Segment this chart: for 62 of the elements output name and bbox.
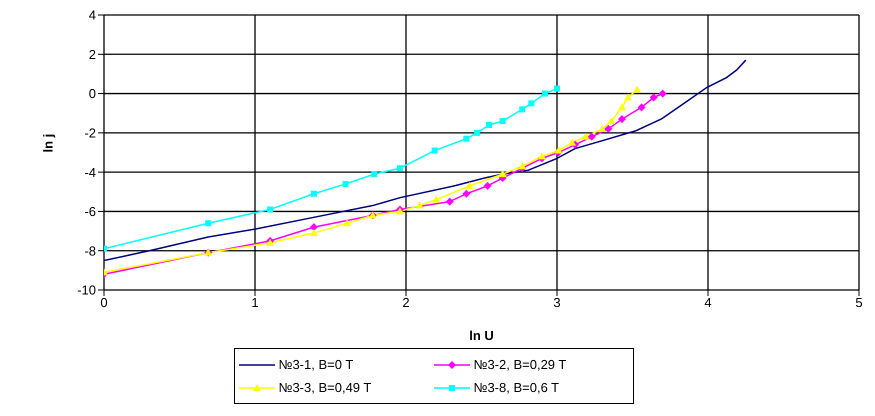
point	[463, 136, 470, 142]
point	[474, 130, 480, 136]
line-series	[104, 59, 746, 262]
point	[658, 90, 667, 98]
x-tick-label: 2	[402, 295, 410, 310]
point	[582, 132, 590, 140]
point	[542, 90, 548, 97]
point	[432, 148, 438, 154]
point	[465, 182, 474, 189]
y-tick-label: 0	[88, 86, 96, 102]
point	[618, 115, 626, 124]
point	[498, 170, 507, 178]
point	[588, 132, 596, 141]
legend-label: №3-1, B=0 T	[278, 357, 354, 372]
legend-label: №3-3, B=0,49 T	[278, 380, 372, 395]
point	[518, 162, 526, 170]
point	[604, 124, 612, 133]
point	[618, 103, 626, 110]
y-tick-label: -10	[77, 282, 96, 298]
point	[371, 171, 378, 178]
point	[343, 219, 352, 226]
legend-label: №3-2, B=0,29 T	[474, 357, 566, 372]
x-tick-label: 1	[251, 295, 259, 310]
point	[500, 118, 506, 124]
point	[538, 152, 546, 160]
point	[598, 124, 606, 132]
point	[638, 103, 646, 112]
point	[205, 220, 212, 226]
point	[310, 190, 317, 197]
y-axis-title: ln j	[40, 134, 56, 152]
point	[267, 206, 274, 212]
x-axis-title: ln U	[469, 328, 494, 343]
point	[310, 223, 318, 232]
x-tick-label: 4	[704, 295, 712, 310]
y-tick-label: -4	[84, 164, 96, 180]
x-tick-label: 0	[100, 295, 108, 310]
point	[633, 86, 642, 93]
point	[416, 202, 424, 209]
y-tick-label: -8	[84, 243, 96, 258]
point	[484, 182, 492, 190]
point	[607, 117, 616, 124]
y-tick-label: 4	[88, 8, 96, 23]
point	[310, 229, 318, 236]
point	[446, 198, 454, 206]
x-tick-label: 3	[553, 295, 561, 310]
point	[650, 94, 658, 102]
point	[528, 100, 534, 106]
y-tick-label: -6	[84, 204, 96, 220]
point	[432, 196, 440, 203]
point	[519, 106, 526, 112]
y-tick-label: -2	[84, 125, 96, 140]
y-tick-label: 2	[88, 46, 96, 62]
point	[396, 165, 403, 172]
x-tick-label: 5	[855, 295, 863, 310]
point	[486, 122, 492, 128]
point	[342, 180, 349, 187]
point	[624, 94, 632, 100]
point	[554, 146, 563, 154]
point	[554, 86, 560, 92]
point	[462, 190, 470, 198]
point	[568, 138, 576, 146]
legend-label: №3-8, B=0,6 T	[474, 380, 560, 395]
